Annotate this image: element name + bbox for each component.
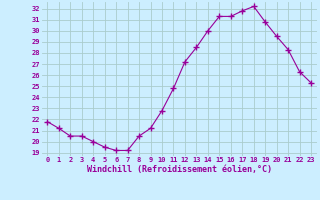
X-axis label: Windchill (Refroidissement éolien,°C): Windchill (Refroidissement éolien,°C) — [87, 165, 272, 174]
